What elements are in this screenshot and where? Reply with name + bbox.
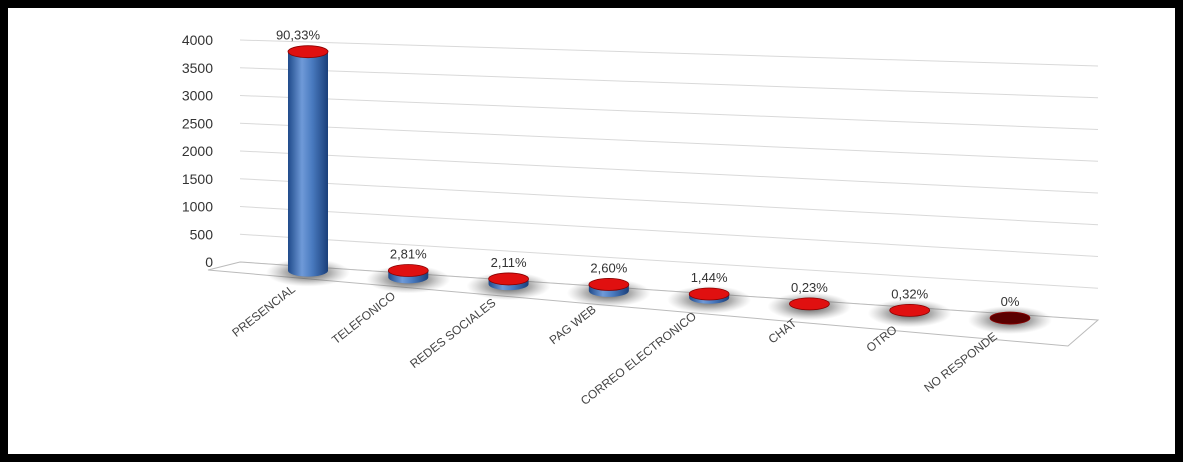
bar-top-cap: [989, 311, 1031, 325]
bar-body: [288, 51, 328, 277]
bar-top-cap: [889, 304, 931, 317]
data-label: 90,33%: [276, 28, 321, 43]
bar-top-cap: [387, 264, 429, 277]
grid-lines: [239, 39, 1099, 321]
bar-top-cap: [588, 278, 630, 291]
bar-top-cap: [287, 45, 329, 59]
x-tick-label: PAG WEB: [547, 302, 599, 347]
bar: [767, 292, 852, 321]
data-label: 0,23%: [791, 280, 828, 295]
y-axis-ticks: 0 500 1000 1500 2000 2500 3000 3500 4000: [182, 32, 213, 270]
bar-top-cap: [688, 287, 730, 301]
data-label: 2,81%: [390, 247, 427, 262]
data-labels: 90,33% 2,81% 2,11% 2,60% 1,44% 0,23% 0,32% 0%: [276, 28, 1020, 309]
gridline: [239, 122, 1099, 162]
y-tick-label: 3500: [182, 60, 213, 76]
bar: [968, 306, 1052, 335]
gridline: [239, 39, 1099, 67]
chart-area: 0 500 1000 1500 2000 2500 3000 3500 4000 90,33% 2…: [8, 8, 1175, 454]
x-tick-label: TELEFONICO: [329, 289, 398, 347]
gridline: [239, 67, 1099, 99]
bar: [266, 45, 350, 287]
data-label: 2,60%: [590, 260, 627, 275]
gridline: [239, 95, 1099, 130]
bar: [867, 299, 952, 328]
bar: [566, 278, 651, 307]
bar: [466, 272, 551, 301]
y-tick-label: 1500: [182, 171, 213, 187]
data-label: 0,32%: [891, 286, 928, 301]
bars: [266, 45, 1052, 335]
y-tick-label: 2000: [182, 143, 213, 159]
bar: [366, 264, 451, 294]
x-tick-label: CORREO ELECTRONICO: [578, 309, 699, 408]
bar-chart: 0 500 1000 1500 2000 2500 3000 3500 4000 90,33% 2…: [182, 28, 1100, 408]
y-tick-label: 2500: [182, 115, 213, 131]
gridline: [239, 233, 1099, 289]
x-tick-label: REDES SOCIALES: [407, 295, 498, 370]
y-tick-label: 0: [205, 254, 213, 270]
bar-top-cap: [488, 272, 529, 286]
x-tick-label: NO RESPONDE: [921, 329, 1000, 395]
data-label: 1,44%: [691, 270, 728, 285]
gridline: [239, 150, 1099, 194]
y-tick-label: 3000: [182, 88, 213, 104]
bar-top-cap: [789, 297, 830, 311]
bar: [667, 285, 752, 314]
x-tick-label: PRESENCIAL: [229, 282, 298, 340]
gridline: [239, 178, 1099, 226]
y-tick-label: 1000: [182, 199, 213, 215]
gridline: [239, 206, 1099, 257]
y-tick-label: 500: [190, 226, 214, 242]
data-label: 2,11%: [491, 255, 527, 270]
data-label: 0%: [1001, 294, 1020, 309]
y-tick-label: 4000: [182, 32, 213, 48]
